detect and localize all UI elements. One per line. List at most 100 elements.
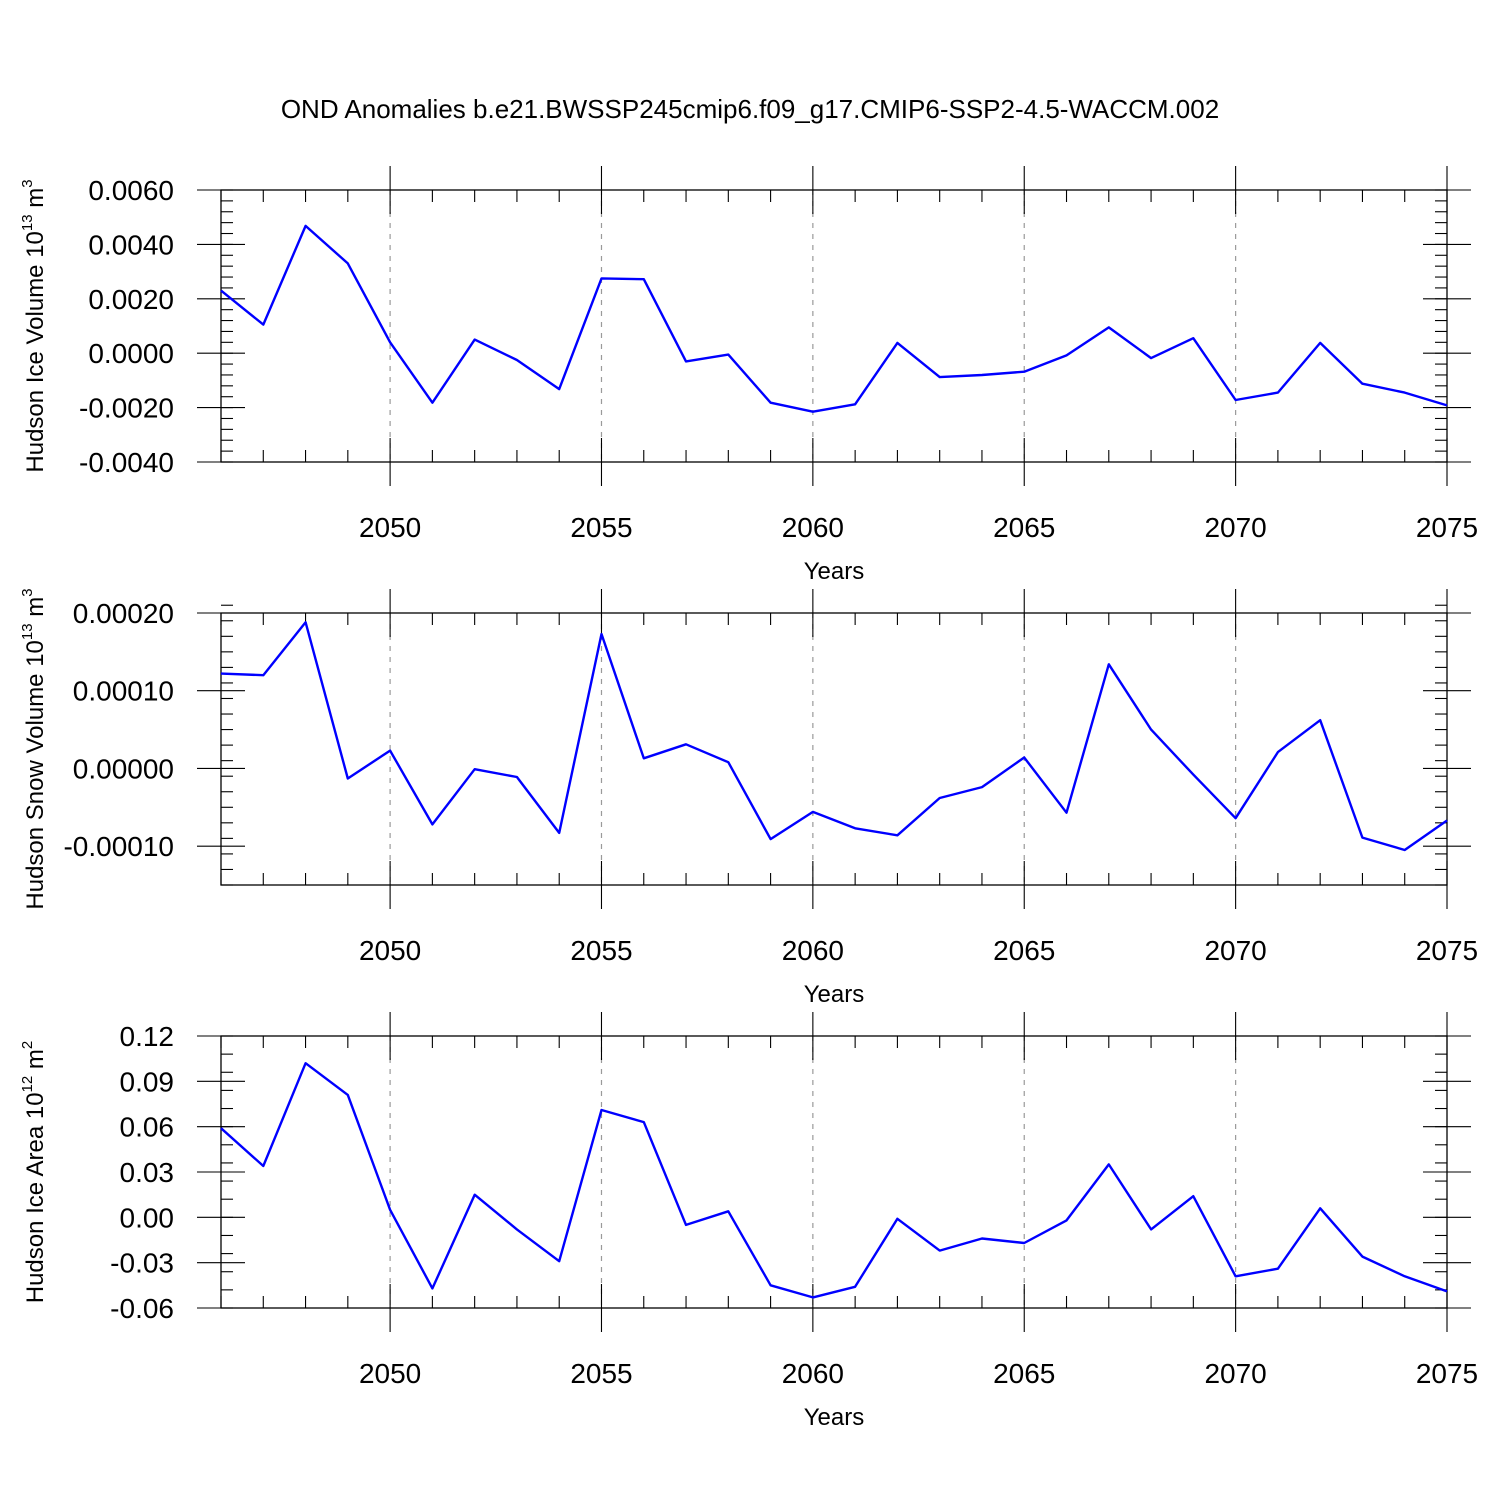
data-point — [1360, 382, 1364, 386]
data-point — [599, 632, 603, 636]
x-tick-label: 2065 — [993, 935, 1055, 966]
y-tick-label: 0.0040 — [88, 229, 174, 260]
y-tick-label: 0.06 — [120, 1112, 175, 1143]
data-point — [1065, 1218, 1069, 1222]
data-point — [1107, 662, 1111, 666]
data-point — [1360, 1255, 1364, 1259]
data-point — [1234, 398, 1238, 402]
x-tick-label: 2050 — [359, 512, 421, 543]
data-point — [430, 822, 434, 826]
data-point — [1276, 750, 1280, 754]
plot-frame — [220, 189, 1448, 463]
data-point — [219, 289, 223, 293]
y-axis-title-unit: m — [22, 1049, 49, 1076]
data-point — [811, 810, 815, 814]
data-point — [1065, 353, 1069, 357]
data-point — [980, 1236, 984, 1240]
x-tick-label: 2065 — [993, 512, 1055, 543]
data-point — [980, 373, 984, 377]
data-point — [1276, 391, 1280, 395]
data-point — [1149, 356, 1153, 360]
y-axis-title-unit-exp: 2 — [19, 1041, 36, 1049]
x-tick-label: 2055 — [570, 935, 632, 966]
series-line — [220, 1061, 1448, 1299]
panel-3: 2050 2055 2060 2065 2070 2075 Years -0.06 -0.03 0… — [19, 1012, 1478, 1431]
data-point — [1234, 1274, 1238, 1278]
data-point — [515, 775, 519, 779]
data-point — [430, 1286, 434, 1290]
data-point — [557, 387, 561, 391]
y-tick-label: -0.06 — [110, 1293, 174, 1324]
data-point — [515, 358, 519, 362]
y-axis-title: Hudson Ice Volume 1013 m3 — [19, 179, 49, 472]
y-axis-title-unit: m — [22, 188, 49, 215]
x-tick-label: 2070 — [1204, 935, 1266, 966]
y-axis-title-exp: 12 — [19, 1076, 36, 1093]
x-tick-label: 2075 — [1416, 935, 1478, 966]
data-point — [726, 760, 730, 764]
data-point — [853, 402, 857, 406]
y-axis-title: Hudson Ice Area 1012 m2 — [19, 1041, 49, 1304]
x-tick-label: 2065 — [993, 1358, 1055, 1389]
x-tick-label: 2060 — [782, 512, 844, 543]
data-point — [304, 620, 308, 624]
y-tick-label: 0.09 — [120, 1066, 175, 1097]
y-axis-title-unit-exp: 3 — [19, 179, 36, 187]
x-axis-title: Years — [804, 981, 865, 1008]
x-axis-title: Years — [804, 558, 865, 585]
data-point — [1107, 1162, 1111, 1166]
y-axis-title-exp: 13 — [19, 214, 36, 231]
data-point — [346, 777, 350, 781]
x-tick-label: 2060 — [782, 935, 844, 966]
y-axis-title-unit-exp: 3 — [19, 588, 36, 596]
y-tick-label: -0.0020 — [79, 393, 174, 424]
data-point — [1149, 1227, 1153, 1231]
series-line — [220, 621, 1448, 852]
data-point — [557, 1259, 561, 1263]
data-point — [1445, 403, 1449, 407]
data-point — [980, 785, 984, 789]
data-point — [473, 767, 477, 771]
data-point — [1276, 1267, 1280, 1271]
y-tick-label: 0.00 — [120, 1202, 175, 1233]
data-point — [599, 1108, 603, 1112]
x-tick-label: 2050 — [359, 1358, 421, 1389]
panel-2: 2050 2055 2060 2065 2070 2075 Years -0.00010 0.0… — [19, 588, 1478, 1008]
y-axis-title-unit: m — [22, 597, 49, 624]
data-point — [1445, 1289, 1449, 1293]
data-point — [1445, 818, 1449, 822]
data-point — [219, 672, 223, 676]
data-point — [304, 1061, 308, 1065]
data-point — [895, 833, 899, 837]
data-point — [1065, 811, 1069, 815]
data-point — [1403, 391, 1407, 395]
data-point — [1022, 370, 1026, 374]
data-point — [1318, 341, 1322, 345]
plot-frame — [220, 612, 1448, 886]
y-tick-label: 0.0000 — [88, 338, 174, 369]
x-tick-label: 2070 — [1204, 512, 1266, 543]
data-point — [1149, 728, 1153, 732]
x-tick-label: 2075 — [1416, 512, 1478, 543]
x-tick-label: 2060 — [782, 1358, 844, 1389]
x-tick-label: 2055 — [570, 1358, 632, 1389]
data-point — [853, 1285, 857, 1289]
data-point — [515, 1227, 519, 1231]
data-point — [1318, 718, 1322, 722]
y-tick-label: -0.00010 — [63, 831, 174, 862]
data-point — [684, 1223, 688, 1227]
panel-1: 2050 2055 2060 2065 2070 2075 Years -0.0040 -0.0… — [19, 166, 1478, 585]
data-point — [1403, 848, 1407, 852]
data-point — [473, 338, 477, 342]
y-tick-label: 0.0060 — [88, 175, 174, 206]
data-point — [769, 401, 773, 405]
y-tick-label: 0.00020 — [73, 598, 174, 629]
data-point — [304, 224, 308, 228]
data-point — [1360, 836, 1364, 840]
data-point — [261, 1164, 265, 1168]
series-line — [220, 224, 1448, 413]
data-point — [769, 1283, 773, 1287]
data-point — [1022, 756, 1026, 760]
